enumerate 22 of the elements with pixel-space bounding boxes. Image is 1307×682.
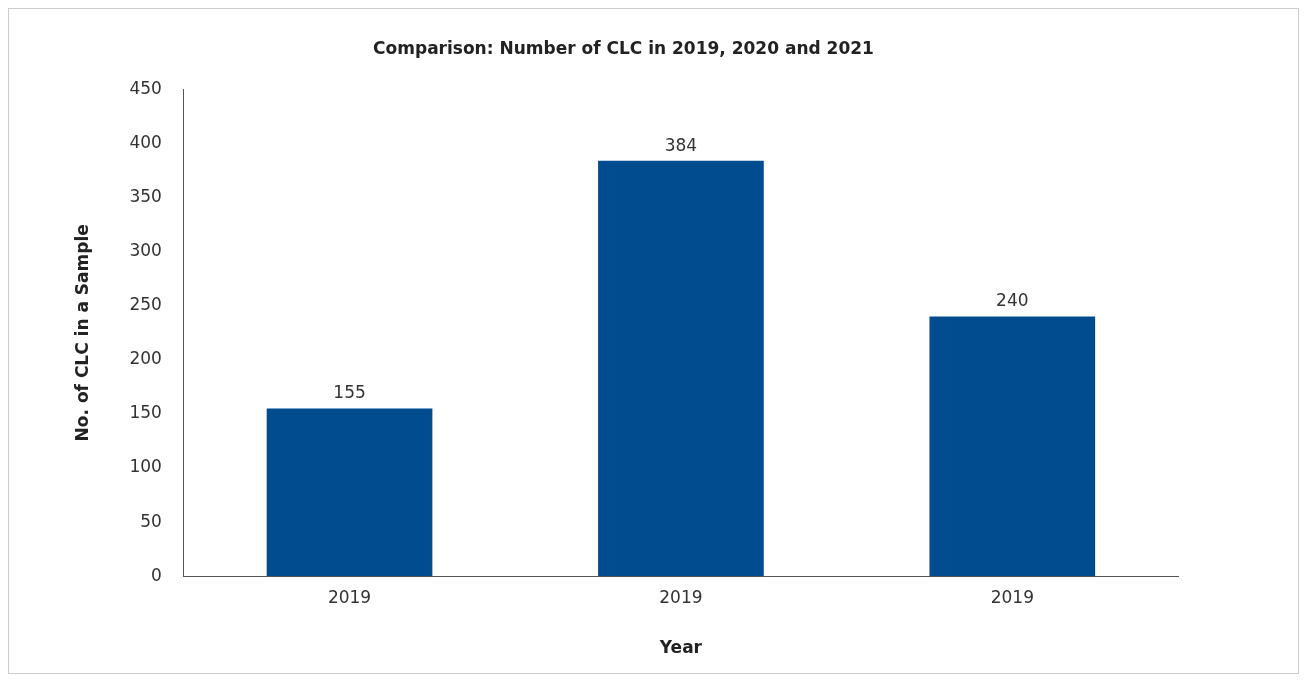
y-tick-label: 150	[129, 402, 162, 423]
y-tick-label: 100	[129, 456, 162, 477]
bar	[598, 160, 764, 577]
x-tick-label: 2019	[327, 586, 372, 607]
bar	[266, 408, 433, 577]
data-label: 384	[664, 134, 698, 155]
y-tick-label: 300	[129, 240, 162, 261]
data-label: 155	[333, 382, 366, 403]
chart-title: Comparison: Number of CLC in 2019, 2020 and 2021	[373, 37, 874, 58]
x-tick-label: 2019	[659, 586, 703, 607]
y-tick-label: 0	[151, 564, 162, 585]
y-tick-label: 400	[129, 131, 162, 152]
y-axis-title: No. of CLC in a Sample	[71, 224, 92, 442]
x-tick-label: 2019	[990, 586, 1034, 607]
y-tick-label: 200	[129, 348, 162, 369]
y-tick-label: 250	[129, 294, 162, 315]
data-label: 240	[996, 290, 1029, 311]
y-tick-label: 50	[140, 510, 162, 531]
bar	[929, 316, 1096, 577]
y-tick-label: 350	[129, 186, 162, 206]
x-axis-title: Year	[658, 637, 703, 658]
y-tick-label: 450	[129, 77, 162, 98]
